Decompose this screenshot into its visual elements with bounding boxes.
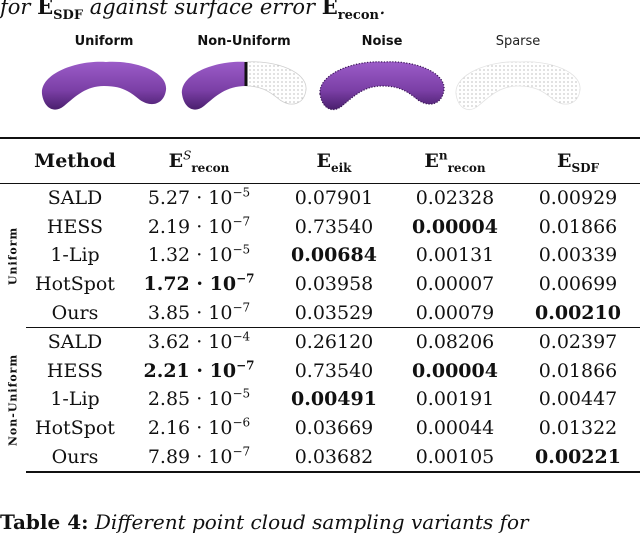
metric-sdf: ESDF [37,0,84,24]
e-eik-cell: 0.26120 [294,331,374,354]
e-recon-s-cell: 7.89 · 10−7 [124,442,274,473]
e-sdf-cell: 0.00699 [538,273,618,296]
panel-noise: Noise [314,34,450,124]
method-cell: HESS [46,359,104,382]
e-sdf-cell: 0.00210 [516,298,640,328]
table-row: HotSpot 2.16 · 10−6 0.03669 0.00044 0.01… [0,414,640,443]
e-recon-s-cell: 3.85 · 10−7 [124,298,274,328]
table-row: Ours 3.85 · 10−7 0.03529 0.00079 0.00210 [0,298,640,328]
col-e-eik: Eeik [316,150,352,175]
table-row: Uniform SALD 5.27 · 10−5 0.07901 0.02328… [0,184,640,285]
col-e-recon-n: Enrecon [424,148,486,175]
e-recon-n-cell: 0.00044 [415,417,495,440]
e-eik-cell: 0.00491 [291,388,377,411]
e-sdf-cell: 0.00447 [538,388,618,411]
method-cell: HESS [46,215,104,238]
e-recon-n-cell: 0.02328 [415,187,495,210]
e-eik-cell: 0.03958 [294,273,374,296]
e-eik-cell: 0.73540 [294,359,374,382]
method-cell: 1-Lip [50,244,100,267]
e-sdf-cell: 0.00221 [516,442,640,473]
table-header-row: Method ESrecon Eeik Enrecon ESDF [0,138,640,184]
e-eik-cell: 0.07901 [294,187,374,210]
e-eik-cell: 0.03669 [294,417,374,440]
group-label: Non-Uniform [6,353,20,446]
method-cell: HotSpot [35,273,115,296]
table-row: HESS 2.21 · 10−7 0.73540 0.00004 0.01866 [0,357,640,386]
panel-label: Sparse [495,34,541,49]
header-middle: against surface error [89,0,316,19]
group-non-uniform: Non-Uniform SALD 3.62 · 10−4 0.26120 0.0… [0,327,640,473]
non-uniform-shape-image [181,61,307,110]
method-cell: Ours [26,298,124,328]
e-sdf-cell: 0.01866 [538,215,618,238]
e-recon-s-cell: 2.16 · 10−6 [147,415,251,440]
panel-sparse: Sparse [450,34,586,124]
col-method: Method [34,150,116,172]
col-e-sdf: ESDF [556,150,600,175]
header-prefix: for [0,0,31,19]
panel-non-uniform: Non-Uniform [176,34,312,124]
col-e-recon-s: ESrecon [168,148,230,175]
e-recon-n-cell: 0.00191 [415,388,495,411]
method-cell: HotSpot [35,417,115,440]
group-uniform: Uniform SALD 5.27 · 10−5 0.07901 0.02328… [0,184,640,328]
uniform-shape-image [41,61,167,110]
e-recon-n-cell: 0.00079 [394,298,516,328]
group-label-cell: Uniform [0,184,26,328]
e-recon-n-cell: 0.00105 [394,442,516,473]
group-label-cell: Non-Uniform [0,327,26,471]
panel-uniform: Uniform [36,34,172,124]
panel-label: Noise [361,34,403,49]
e-recon-s-cell: 1.72 · 10−7 [143,271,255,296]
panel-label: Non-Uniform [197,34,291,49]
table-row: Non-Uniform SALD 3.62 · 10−4 0.26120 0.0… [0,327,640,446]
caption-label: Table 4: [0,510,89,534]
e-sdf-cell: 0.01322 [538,417,618,440]
e-recon-s-cell: 2.21 · 10−7 [143,358,255,382]
metric-recon: Erecon [321,0,379,24]
e-eik-cell: 0.00684 [291,244,377,267]
sparse-shape-image [455,61,581,110]
e-recon-n-cell: 0.08206 [415,331,495,354]
e-sdf-cell: 0.00339 [538,244,618,267]
results-table: Method ESrecon Eeik Enrecon ESDF Uniform… [0,137,640,473]
table-row: HotSpot 1.72 · 10−7 0.03958 0.00007 0.00… [0,270,640,299]
e-recon-n-cell: 0.00131 [415,244,495,267]
method-cell: SALD [47,187,103,210]
caption-text: Different point cloud sampling variants … [94,510,529,534]
e-recon-n-cell: 0.00007 [415,273,495,296]
e-recon-n-cell: 0.00004 [412,215,498,238]
e-recon-s-cell: 2.19 · 10−7 [147,214,251,238]
e-recon-s-cell: 5.27 · 10−5 [147,185,251,210]
method-cell: Ours [26,442,124,473]
group-header [0,138,26,184]
method-cell: 1-Lip [50,388,100,411]
sampling-panels: Uniform Non-Uniform Noise [36,34,596,124]
e-recon-s-cell: 2.85 · 10−5 [147,387,251,411]
group-label: Uniform [6,226,20,285]
e-eik-cell: 0.73540 [294,215,374,238]
table-caption: Table 4: Different point cloud sampling … [0,510,640,534]
e-sdf-cell: 0.01866 [538,359,618,382]
method-cell: SALD [47,331,103,354]
e-recon-s-cell: 3.62 · 10−4 [147,329,251,354]
e-recon-n-cell: 0.00004 [412,359,498,382]
header-text: for ESDF against surface error Erecon. [0,0,640,24]
table-row: Ours 7.89 · 10−7 0.03682 0.00105 0.00221 [0,442,640,473]
table-row: 1-Lip 1.32 · 10−5 0.00684 0.00131 0.0033… [0,241,640,270]
panel-label: Uniform [74,34,134,49]
table-row: HESS 2.19 · 10−7 0.73540 0.00004 0.01866 [0,213,640,242]
e-sdf-cell: 0.02397 [538,331,618,354]
e-eik-cell: 0.03682 [274,442,394,473]
noise-shape-image [319,61,445,111]
table-row: 1-Lip 2.85 · 10−5 0.00491 0.00191 0.0044… [0,385,640,414]
e-recon-s-cell: 1.32 · 10−5 [147,243,251,267]
e-sdf-cell: 0.00929 [538,187,618,210]
e-eik-cell: 0.03529 [274,298,394,328]
